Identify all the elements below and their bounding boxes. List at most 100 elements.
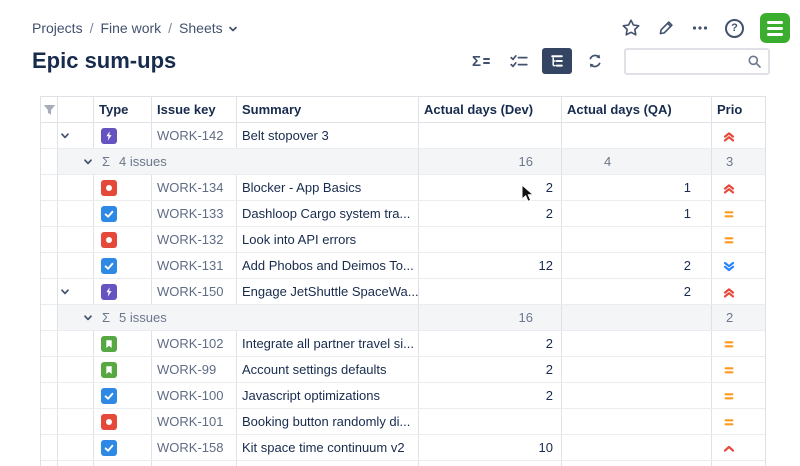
issue-row[interactable]: WORK-101 Booking button randomly di... bbox=[41, 409, 765, 435]
priority-cell[interactable] bbox=[712, 435, 765, 460]
search-input[interactable] bbox=[632, 52, 747, 70]
type-cell[interactable] bbox=[94, 461, 152, 466]
issue-row[interactable]: WORK-102 Integrate all partner travel si.… bbox=[41, 331, 765, 357]
actual-days-dev-cell[interactable] bbox=[419, 279, 562, 304]
priority-cell[interactable] bbox=[712, 123, 765, 148]
issue-key-cell[interactable]: WORK-132 bbox=[152, 227, 237, 252]
breadcrumb-link-sheets[interactable]: Sheets bbox=[179, 20, 223, 36]
actual-days-dev-cell[interactable]: 12 bbox=[419, 253, 562, 278]
summary-cell[interactable]: Dashloop Cargo system tra... bbox=[237, 201, 419, 226]
actual-days-qa-cell[interactable]: 1 bbox=[562, 175, 712, 200]
issue-row[interactable]: WORK-99 Account settings defaults 2 bbox=[41, 357, 765, 383]
priority-cell[interactable] bbox=[712, 201, 765, 226]
type-cell[interactable] bbox=[94, 279, 152, 304]
issue-key-cell[interactable]: WORK-142 bbox=[152, 123, 237, 148]
priority-cell[interactable] bbox=[712, 357, 765, 382]
actual-days-qa-cell[interactable] bbox=[562, 305, 712, 330]
type-cell[interactable] bbox=[94, 409, 152, 434]
actual-days-qa-cell[interactable]: 2 bbox=[562, 253, 712, 278]
edit-button[interactable] bbox=[657, 19, 675, 37]
issue-row[interactable]: WORK-134 Blocker - App Basics 2 1 bbox=[41, 175, 765, 201]
issue-row[interactable]: WORK-133 Dashloop Cargo system tra... 2 1 bbox=[41, 201, 765, 227]
priority-cell[interactable] bbox=[712, 175, 765, 200]
issue-key-cell[interactable]: WORK-134 bbox=[152, 175, 237, 200]
type-cell[interactable] bbox=[94, 331, 152, 356]
breadcrumb-link-fine-work[interactable]: Fine work bbox=[100, 20, 162, 36]
app-logo[interactable] bbox=[760, 13, 790, 43]
type-cell[interactable] bbox=[94, 435, 152, 460]
actual-days-qa-cell[interactable] bbox=[562, 435, 712, 460]
priority-cell[interactable] bbox=[712, 383, 765, 408]
expand-collapse-chevron[interactable] bbox=[60, 131, 70, 141]
sum-row[interactable]: Σ 5 issues 16 2 bbox=[41, 305, 765, 331]
expand-collapse-chevron[interactable] bbox=[60, 287, 70, 297]
actual-days-dev-cell[interactable]: 2 bbox=[419, 357, 562, 382]
issue-row[interactable]: WORK-142 Belt stopover 3 bbox=[41, 123, 765, 149]
issue-row[interactable]: WORK-150 Engage JetShuttle SpaceWa... 2 bbox=[41, 279, 765, 305]
priority-cell[interactable] bbox=[712, 331, 765, 356]
column-header-prio[interactable]: Prio bbox=[717, 102, 743, 117]
priority-cell[interactable] bbox=[712, 227, 765, 252]
actual-days-qa-cell[interactable] bbox=[562, 409, 712, 434]
type-cell[interactable] bbox=[94, 253, 152, 278]
expand-collapse-chevron[interactable] bbox=[83, 157, 93, 167]
actual-days-dev-cell[interactable]: 16 bbox=[419, 305, 562, 330]
summary-cell[interactable]: Engage JetShuttle SpaceWa... bbox=[237, 279, 419, 304]
issue-key-cell[interactable] bbox=[152, 461, 237, 466]
summary-cell[interactable]: Javascript optimizations bbox=[237, 383, 419, 408]
summary-cell[interactable]: Look into API errors bbox=[237, 227, 419, 252]
column-header-actual-days-dev[interactable]: Actual days (Dev) bbox=[419, 97, 562, 122]
expand-collapse-chevron[interactable] bbox=[83, 313, 93, 323]
star-button[interactable] bbox=[621, 18, 641, 38]
issue-row[interactable]: WORK-100 Javascript optimizations 2 bbox=[41, 383, 765, 409]
summary-cell[interactable]: Add Phobos and Deimos To... bbox=[237, 253, 419, 278]
summary-cell[interactable]: Kit space time continuum v2 bbox=[237, 435, 419, 460]
issue-key-cell[interactable]: WORK-131 bbox=[152, 253, 237, 278]
priority-cell[interactable] bbox=[712, 409, 765, 434]
priority-cell[interactable]: 3 bbox=[726, 154, 734, 169]
refresh-button[interactable] bbox=[580, 48, 610, 74]
issue-key-cell[interactable]: WORK-102 bbox=[152, 331, 237, 356]
actual-days-dev-cell[interactable] bbox=[419, 461, 562, 466]
actual-days-dev-cell[interactable]: 2 bbox=[419, 331, 562, 356]
type-cell[interactable] bbox=[94, 383, 152, 408]
summary-cell[interactable]: Belt stopover 3 bbox=[237, 123, 419, 148]
actual-days-qa-cell[interactable] bbox=[562, 123, 712, 148]
issue-row[interactable] bbox=[41, 461, 765, 466]
help-button[interactable]: ? bbox=[725, 18, 744, 38]
actual-days-dev-cell[interactable]: 10 bbox=[419, 435, 562, 460]
type-cell[interactable] bbox=[94, 357, 152, 382]
issue-key-cell[interactable]: WORK-100 bbox=[152, 383, 237, 408]
column-header-summary[interactable]: Summary bbox=[237, 97, 419, 122]
search-icon[interactable] bbox=[747, 54, 762, 69]
type-cell[interactable] bbox=[94, 201, 152, 226]
priority-cell[interactable] bbox=[712, 461, 765, 466]
actual-days-dev-cell[interactable]: 16 bbox=[419, 149, 562, 174]
priority-cell[interactable] bbox=[712, 253, 765, 278]
type-cell[interactable] bbox=[94, 227, 152, 252]
sum-row[interactable]: Σ 4 issues 16 4 3 bbox=[41, 149, 765, 175]
actual-days-dev-cell[interactable] bbox=[419, 409, 562, 434]
breadcrumb-link-projects[interactable]: Projects bbox=[32, 20, 83, 36]
actual-days-dev-cell[interactable] bbox=[419, 227, 562, 252]
actual-days-qa-cell[interactable] bbox=[562, 383, 712, 408]
column-header-type[interactable]: Type bbox=[94, 97, 152, 122]
actual-days-qa-cell[interactable]: 1 bbox=[562, 201, 712, 226]
actual-days-qa-cell[interactable]: 4 bbox=[562, 149, 712, 174]
column-header-actual-days-qa[interactable]: Actual days (QA) bbox=[562, 97, 712, 122]
actual-days-dev-cell[interactable]: 2 bbox=[419, 201, 562, 226]
type-cell[interactable] bbox=[94, 123, 152, 148]
priority-cell[interactable]: 2 bbox=[726, 310, 734, 325]
actual-days-qa-cell[interactable] bbox=[562, 461, 712, 466]
hierarchy-button[interactable] bbox=[542, 48, 572, 74]
summary-cell[interactable]: Account settings defaults bbox=[237, 357, 419, 382]
summary-cell[interactable]: Booking button randomly di... bbox=[237, 409, 419, 434]
actual-days-qa-cell[interactable]: 2 bbox=[562, 279, 712, 304]
summary-cell[interactable] bbox=[237, 461, 419, 466]
issue-row[interactable]: WORK-131 Add Phobos and Deimos To... 12 2 bbox=[41, 253, 765, 279]
actual-days-dev-cell[interactable] bbox=[419, 123, 562, 148]
summary-cell[interactable]: Blocker - App Basics bbox=[237, 175, 419, 200]
issue-row[interactable]: WORK-158 Kit space time continuum v2 10 bbox=[41, 435, 765, 461]
checklist-button[interactable] bbox=[504, 48, 534, 74]
actual-days-qa-cell[interactable] bbox=[562, 331, 712, 356]
